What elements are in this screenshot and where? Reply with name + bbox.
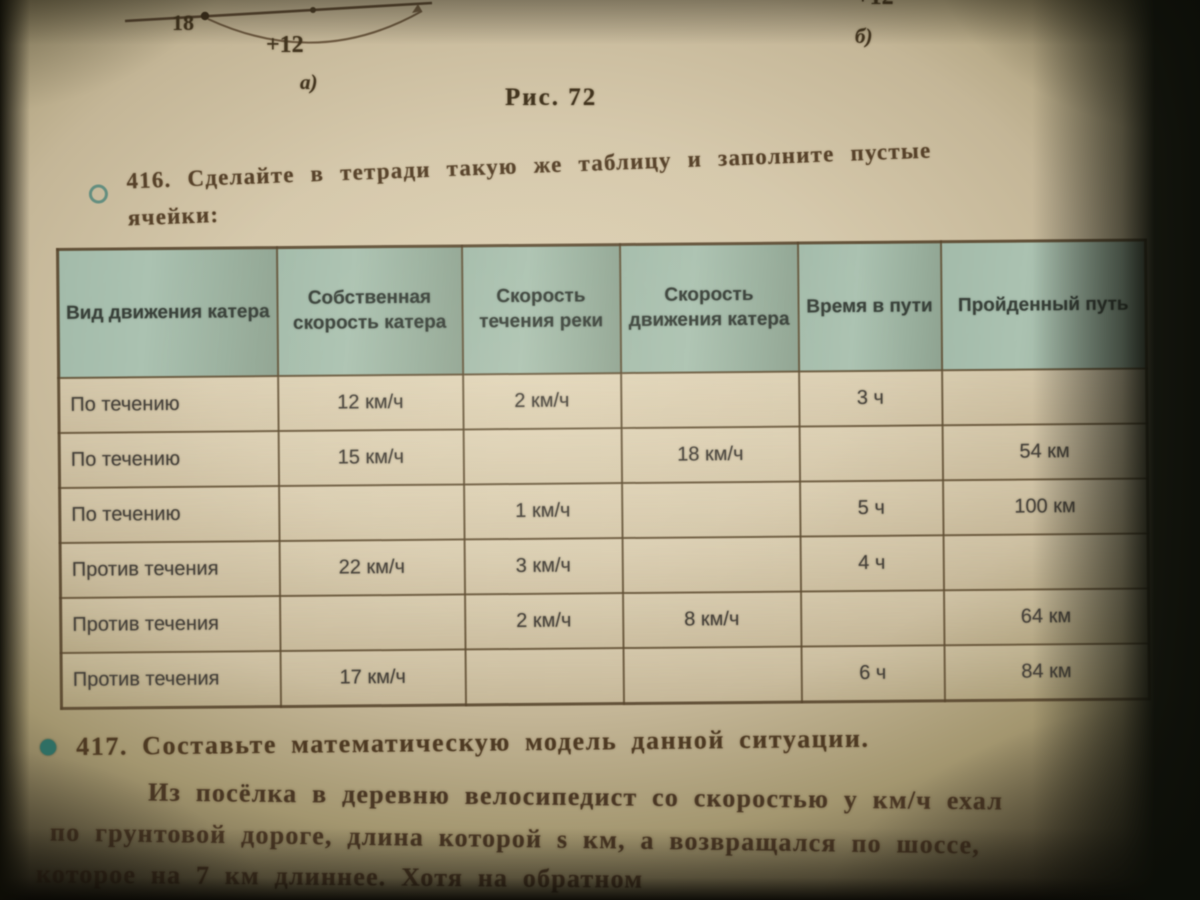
table-cell: 5 ч	[799, 480, 944, 537]
table-cell	[622, 536, 801, 594]
table-row: По течению 12 км/ч 2 км/ч 3 ч	[58, 368, 1148, 433]
table-cell: Против течения	[60, 541, 280, 598]
column-header: Время в пути	[797, 241, 942, 372]
table-cell: 12 км/ч	[277, 374, 464, 432]
table-cell	[623, 646, 802, 704]
column-header: Скорость движения катера	[619, 243, 799, 374]
table-cell	[800, 590, 945, 647]
figure-caption: Рис. 72	[505, 84, 598, 111]
boat-motion-table: Вид движения катера Собственная скорость…	[56, 238, 1151, 710]
problem-417-number: 417.	[76, 731, 129, 761]
table-cell: 3 км/ч	[464, 538, 623, 595]
point-label-18: 18	[172, 10, 194, 35]
table-cell: 22 км/ч	[279, 539, 465, 597]
table-row: По течению 1 км/ч 5 ч 100 км	[59, 478, 1149, 543]
arc-label-plus12-b: +12	[856, 0, 894, 11]
table-cell: 84 км	[944, 643, 1150, 701]
table-cell: 15 км/ч	[278, 429, 464, 487]
column-header: Скорость течения реки	[461, 244, 621, 375]
problem-416-number: 416.	[125, 166, 172, 194]
problem-416-marker-icon	[88, 184, 109, 204]
table-wrapper: Вид движения катера Собственная скорость…	[56, 238, 1151, 710]
table-cell: 64 км	[943, 588, 1149, 646]
problem-417-title: Составьте математическую модель данной с…	[142, 723, 870, 761]
table-cell	[621, 481, 801, 539]
table-cell: По течению	[59, 431, 279, 488]
table-cell: 8 км/ч	[622, 591, 802, 649]
table-row: Против течения 17 км/ч 6 ч 84 км	[61, 643, 1150, 709]
table-cell	[620, 371, 800, 429]
table-cell: 4 ч	[800, 535, 944, 592]
problem-417-body-line1: Из посёлка в деревню велосипедист со ско…	[147, 777, 1004, 816]
table-cell: 3 ч	[798, 370, 943, 427]
part-label-b: б)	[855, 24, 873, 48]
column-header: Пройденный путь	[940, 239, 1147, 371]
problem-416: 416. Сделайте в тетради такую же таблицу…	[86, 128, 1173, 233]
arc-label-plus12-a: +12	[266, 32, 304, 58]
table-header-row: Вид движения катера Собственная скорость…	[57, 239, 1147, 378]
table-cell: По течению	[58, 376, 279, 433]
problem-417: 417. Составьте математическую модель дан…	[40, 721, 1136, 762]
table-row: По течению 15 км/ч 18 км/ч 54 км	[59, 423, 1148, 488]
table-cell: 54 км	[942, 423, 1148, 481]
table-row: Против течения 2 км/ч 8 км/ч 64 км	[60, 588, 1149, 653]
table-cell: 2 км/ч	[462, 373, 622, 430]
table-cell: 18 км/ч	[621, 426, 800, 484]
problem-417-marker-icon	[40, 739, 57, 756]
table-cell	[465, 648, 624, 705]
column-header: Вид движения катера	[57, 247, 278, 378]
table-cell	[943, 533, 1149, 591]
table-row: Против течения 22 км/ч 3 км/ч 4 ч	[60, 533, 1149, 598]
table-cell: 100 км	[942, 478, 1149, 536]
table-cell: По течению	[59, 486, 280, 543]
problem-417-body-line2: по грунтовой дороге, длина которой s км,…	[49, 817, 981, 860]
problem-417-body-line3: которое на 7 км длиннее. Хотя на обратно…	[35, 859, 644, 894]
column-header: Собственная скорость катера	[276, 245, 463, 377]
part-label-a: а)	[300, 70, 318, 94]
table-cell: 6 ч	[801, 645, 945, 703]
table-cell: Против течения	[61, 651, 281, 709]
table-cell: Против течения	[60, 596, 281, 653]
table-cell	[278, 484, 465, 542]
table-cell	[279, 594, 466, 652]
table-cell	[941, 368, 1148, 426]
table-cell	[463, 428, 622, 485]
table-cell: 1 км/ч	[463, 483, 623, 540]
table-cell: 2 км/ч	[464, 593, 624, 650]
table-cell	[799, 425, 943, 482]
table-cell: 17 км/ч	[280, 649, 466, 707]
